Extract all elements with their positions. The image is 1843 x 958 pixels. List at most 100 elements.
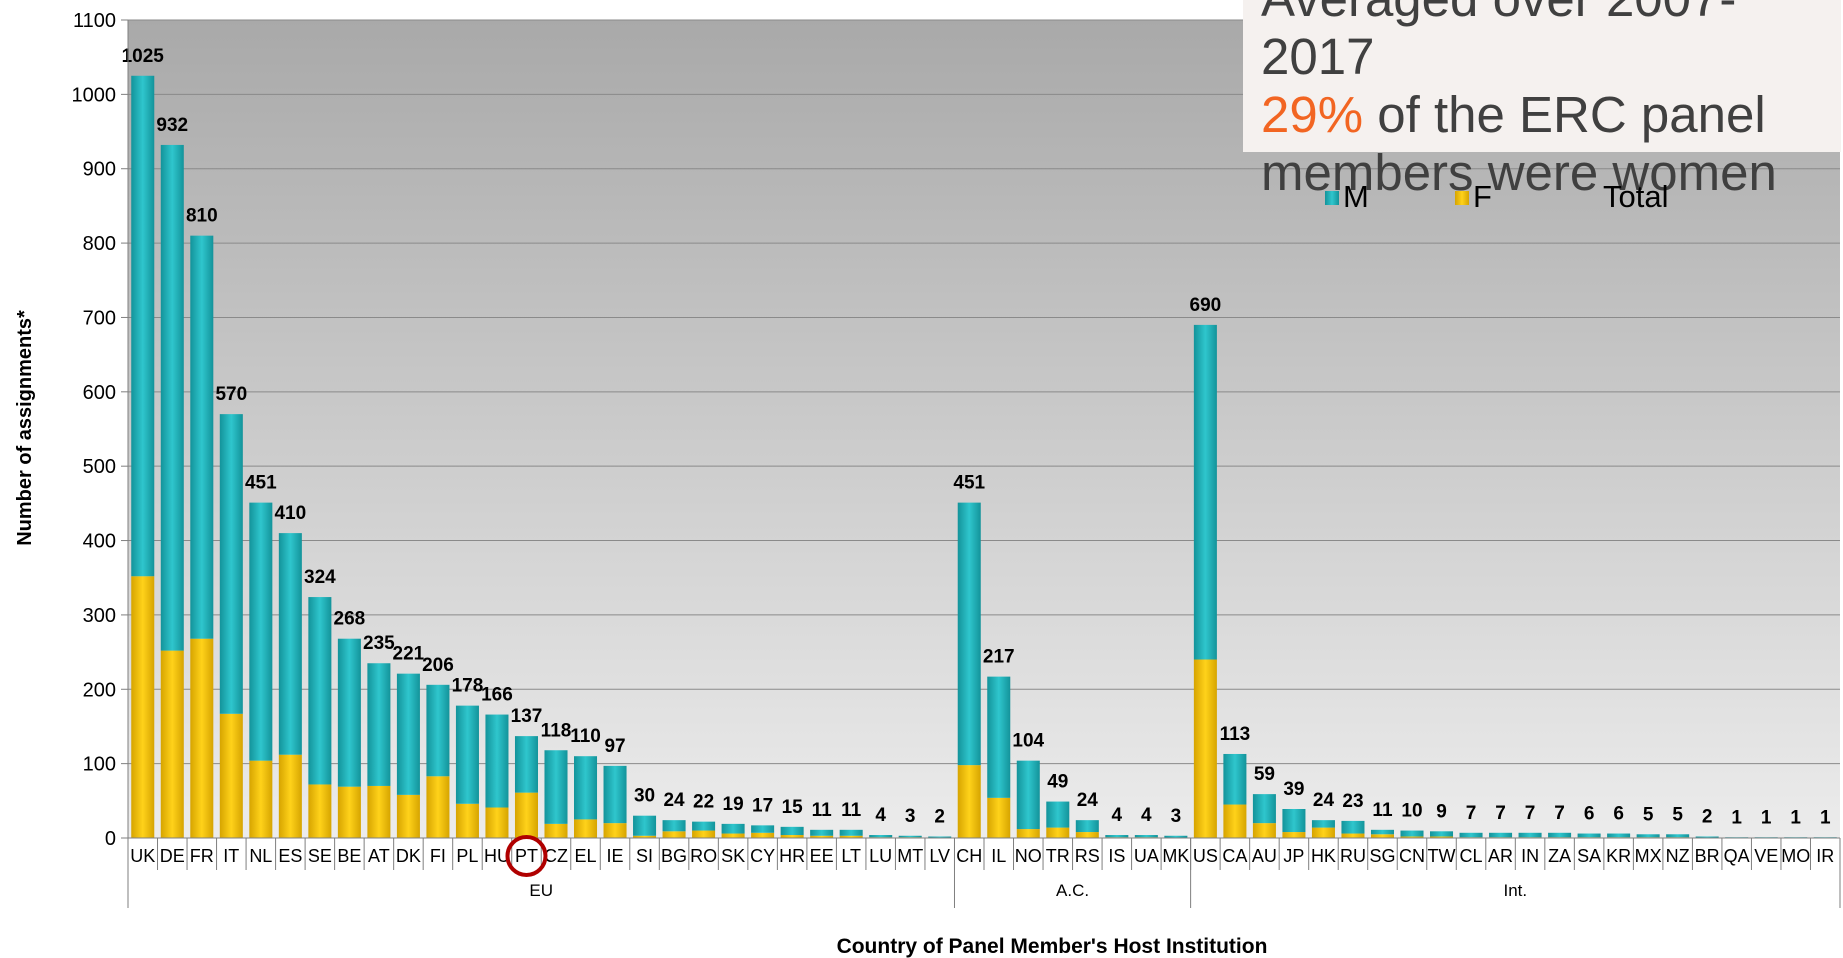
x-tick-label-ca: CA — [1222, 846, 1247, 866]
x-tick-label-pt: PT — [515, 846, 538, 866]
total-label-es: 410 — [274, 503, 306, 524]
x-tick-label-nl: NL — [249, 846, 272, 866]
legend-item-m: M — [1325, 179, 1369, 215]
total-label-cl: 7 — [1466, 803, 1477, 824]
bar-f-fi — [426, 776, 450, 838]
x-tick-label-ch: CH — [956, 846, 982, 866]
bar-m-au — [1252, 794, 1276, 824]
bar-m-mk — [1164, 835, 1188, 838]
total-label-nz: 5 — [1672, 804, 1683, 825]
x-tick-label-pl: PL — [456, 846, 478, 866]
x-tick-label-tw: TW — [1428, 846, 1456, 866]
bar-m-tw — [1430, 831, 1454, 837]
x-tick-label-fr: FR — [190, 846, 214, 866]
bar-m-at — [367, 663, 391, 786]
x-tick-label-il: IL — [991, 846, 1006, 866]
bar-m-fi — [426, 684, 450, 777]
x-tick-label-mo: MO — [1781, 846, 1810, 866]
bar-f-ro — [692, 830, 716, 838]
x-tick-label-kr: KR — [1606, 846, 1631, 866]
x-tick-label-cn: CN — [1399, 846, 1425, 866]
bar-f-ca — [1223, 804, 1247, 838]
bar-f-si — [633, 835, 657, 838]
total-label-si: 30 — [634, 786, 655, 807]
x-tick-label-sk: SK — [721, 846, 745, 866]
bar-f-se — [308, 784, 332, 838]
callout-line-3: members were women — [1261, 144, 1777, 201]
bar-m-cn — [1400, 830, 1424, 837]
total-label-br: 2 — [1702, 807, 1713, 828]
bar-f-pl — [455, 803, 479, 838]
total-label-kr: 6 — [1613, 804, 1624, 825]
bar-m-nz — [1666, 834, 1690, 838]
bar-f-el — [574, 819, 598, 838]
x-tick-label-cy: CY — [750, 846, 775, 866]
total-label-ee: 11 — [812, 800, 833, 821]
x-tick-label-el: EL — [575, 846, 597, 866]
total-label-it: 570 — [215, 384, 247, 405]
bar-f-hr — [780, 835, 804, 838]
bar-m-fr — [190, 235, 214, 639]
bar-m-de — [160, 144, 184, 651]
total-label-ie: 97 — [604, 736, 625, 757]
x-tick-label-cz: CZ — [544, 846, 568, 866]
bar-f-fr — [190, 638, 214, 838]
total-label-bg: 24 — [663, 790, 685, 811]
total-label-mk: 3 — [1171, 806, 1182, 827]
total-label-sa: 6 — [1584, 804, 1595, 825]
group-label-ac: A.C. — [1056, 881, 1089, 900]
bar-f-rs — [1075, 832, 1099, 838]
total-label-dk: 221 — [393, 644, 425, 665]
total-label-be: 268 — [334, 609, 366, 630]
bar-m-is — [1105, 835, 1129, 838]
y-tick-label: 600 — [83, 382, 116, 404]
x-tick-label-rs: RS — [1075, 846, 1100, 866]
total-label-za: 7 — [1554, 803, 1565, 824]
total-label-il: 217 — [983, 647, 1015, 668]
total-label-lt: 11 — [841, 800, 862, 821]
x-tick-label-mk: MK — [1162, 846, 1189, 866]
x-tick-label-jp: JP — [1283, 846, 1304, 866]
bar-f-sk — [721, 833, 745, 838]
bar-m-be — [337, 638, 361, 787]
bar-m-cz — [544, 750, 568, 824]
x-tick-label-hk: HK — [1311, 846, 1336, 866]
total-label-no: 104 — [1012, 731, 1044, 752]
bar-f-de — [160, 650, 184, 838]
total-label-hk: 24 — [1313, 790, 1335, 811]
total-label-qa: 1 — [1731, 807, 1742, 828]
total-label-ch: 451 — [953, 473, 985, 494]
y-axis-ticks: 0 100 200 300 400 500 600 700 800 900 1000 1100 — [72, 10, 128, 850]
x-tick-label-ee: EE — [810, 846, 834, 866]
x-tick-label-de: DE — [160, 846, 185, 866]
bar-m-ar — [1489, 832, 1513, 838]
total-label-au: 59 — [1254, 764, 1275, 785]
x-tick-label-ar: AR — [1488, 846, 1513, 866]
bar-f-jp — [1282, 832, 1306, 838]
x-tick-label-dk: DK — [396, 846, 421, 866]
bar-m-uk — [131, 75, 155, 577]
total-label-hu: 166 — [481, 685, 513, 706]
bar-f-it — [219, 713, 243, 838]
total-label-at: 235 — [363, 633, 395, 654]
total-label-el: 110 — [570, 726, 601, 747]
x-tick-label-no: NO — [1015, 846, 1042, 866]
bar-f-no — [1016, 829, 1040, 838]
x-tick-label-es: ES — [278, 846, 302, 866]
x-tick-label-za: ZA — [1548, 846, 1571, 866]
x-tick-label-fi: FI — [430, 846, 446, 866]
bar-m-kr — [1607, 833, 1631, 838]
bar-f-tw — [1430, 836, 1454, 838]
bar-m-pt — [514, 736, 538, 793]
y-tick-label: 400 — [83, 531, 116, 553]
bar-m-ca — [1223, 753, 1247, 805]
callout-line-2: 29% of the ERC panel — [1261, 86, 1841, 144]
callout-line-1: Averaged over 2007-2017 — [1261, 0, 1736, 85]
total-label-pt: 137 — [511, 706, 543, 727]
x-tick-label-tr: TR — [1046, 846, 1070, 866]
x-tick-label-at: AT — [368, 846, 390, 866]
bar-m-rs — [1075, 820, 1099, 833]
total-label-is: 4 — [1112, 805, 1123, 826]
bar-m-lv — [928, 836, 952, 838]
group-label-eu: EU — [529, 881, 553, 900]
